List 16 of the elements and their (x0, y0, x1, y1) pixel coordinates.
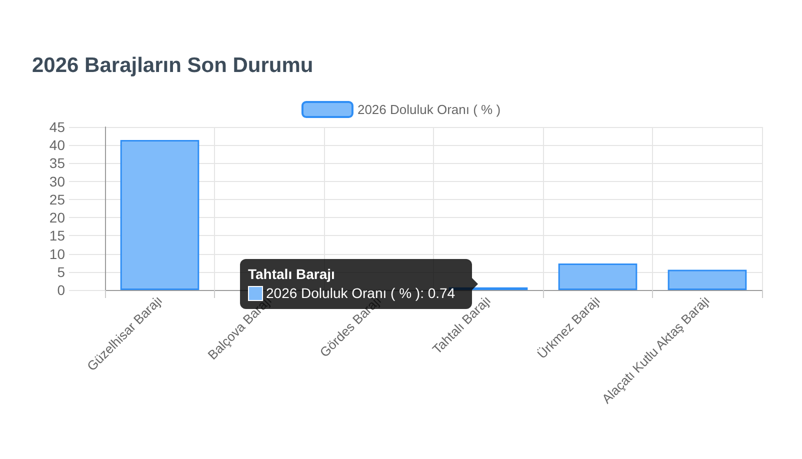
y-tick-label: 30 (49, 173, 66, 190)
bar (668, 270, 747, 290)
y-tick-label: 35 (49, 155, 66, 172)
y-tick-label: 25 (49, 191, 66, 208)
chart-title: 2026 Barajların Son Durumu (32, 54, 314, 77)
legend-label: 2026 Doluluk Oranı ( % ) (357, 102, 501, 117)
annotation: Tahtalı Barajı (248, 265, 336, 284)
y-tick-label: 40 (49, 137, 66, 154)
y-tick-label: 20 (49, 210, 66, 226)
bar (120, 140, 200, 290)
y-tick-label: 15 (49, 228, 66, 244)
y-tick-label: 5 (57, 264, 66, 280)
y-tick-label: 0 (57, 282, 66, 298)
bar (558, 264, 638, 290)
y-tick-label: 45 (49, 119, 66, 135)
y-tick-label: 10 (49, 246, 66, 262)
